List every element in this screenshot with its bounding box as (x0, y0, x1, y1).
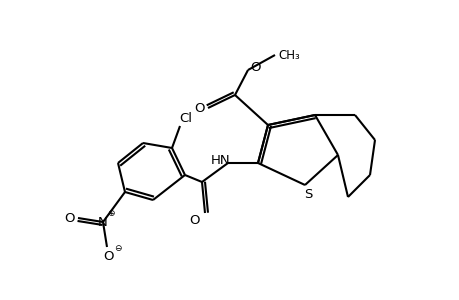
Text: CH₃: CH₃ (278, 49, 299, 62)
Text: ⊕: ⊕ (107, 209, 114, 218)
Text: O: O (194, 101, 205, 115)
Text: S: S (303, 188, 312, 202)
Text: O: O (190, 214, 200, 227)
Text: HN: HN (211, 154, 230, 166)
Text: ⊖: ⊖ (114, 244, 122, 253)
Text: Cl: Cl (179, 112, 192, 124)
Text: O: O (65, 212, 75, 224)
Text: O: O (250, 61, 261, 74)
Text: N: N (98, 215, 108, 229)
Text: O: O (104, 250, 114, 263)
